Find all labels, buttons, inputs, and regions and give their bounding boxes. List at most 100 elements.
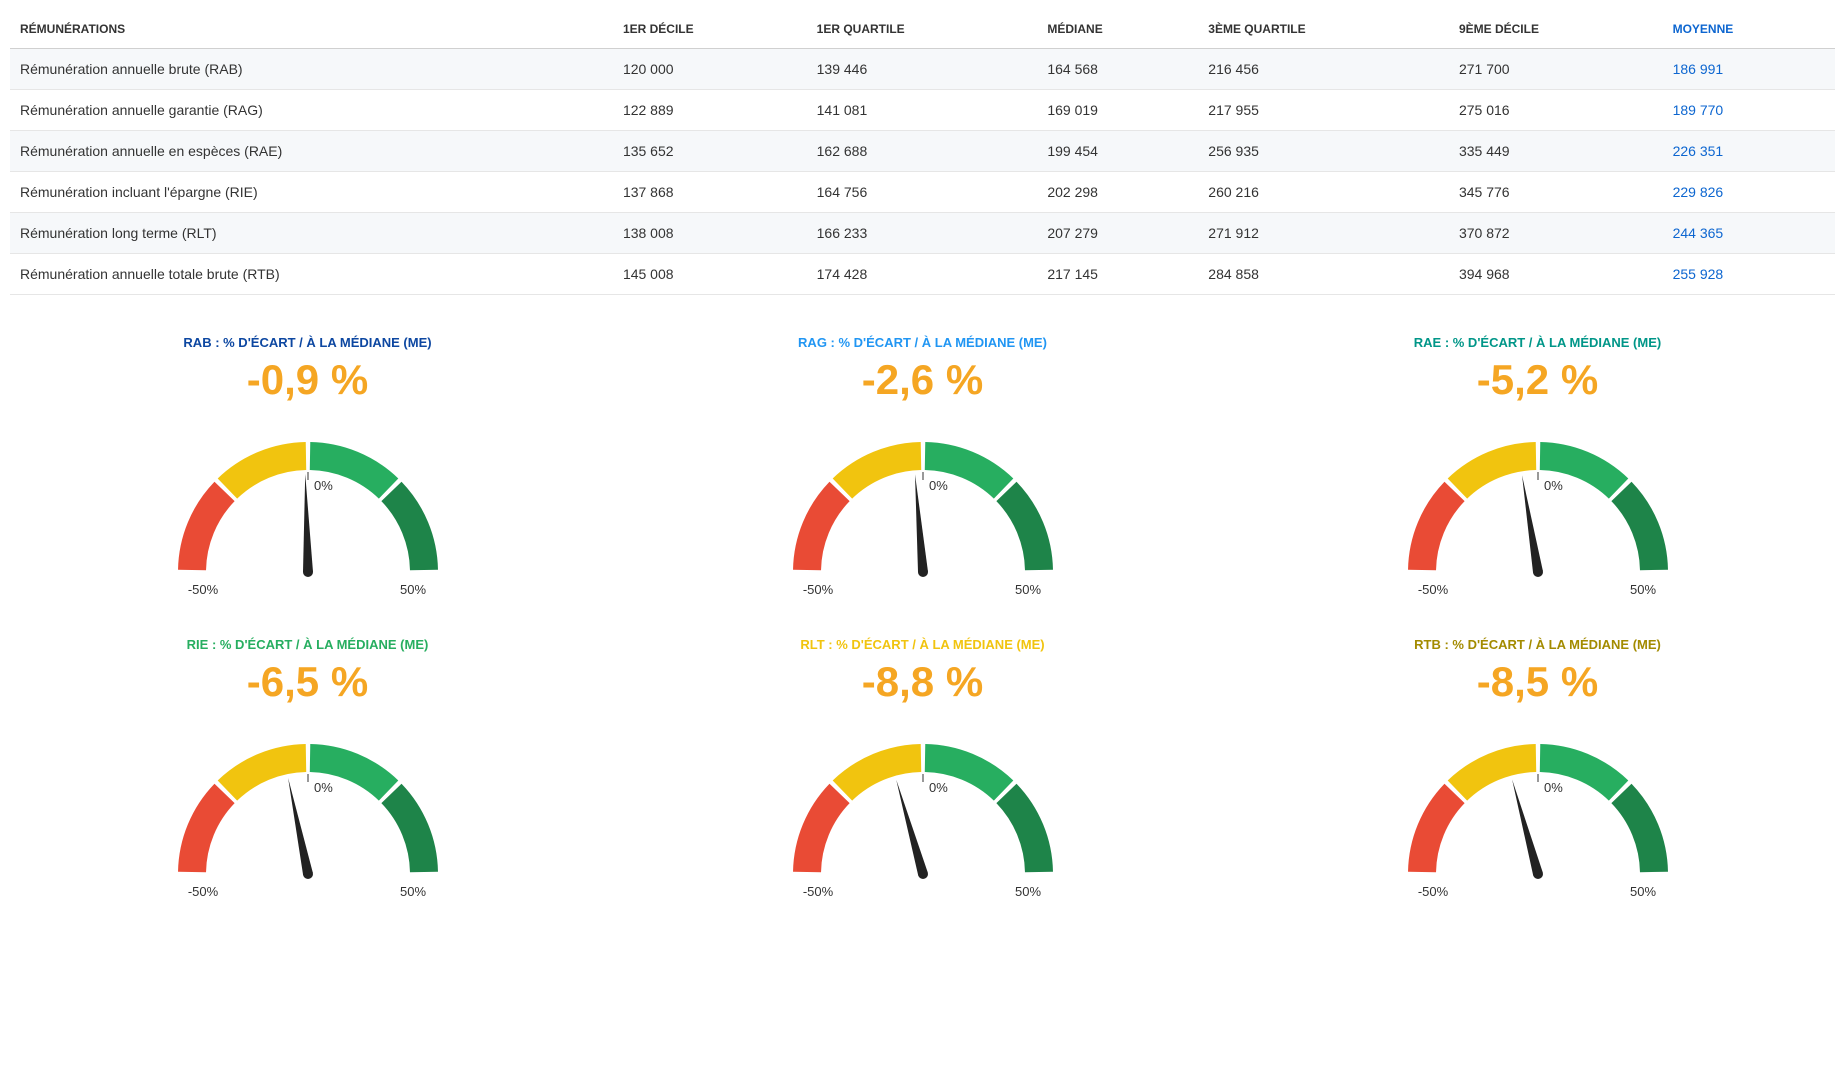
row-value: 138 008 bbox=[613, 213, 807, 254]
row-value: 217 145 bbox=[1037, 254, 1198, 295]
gauge-title: RIE : % D'ÉCART / À LA MÉDIANE (ME) bbox=[10, 637, 605, 652]
gauge-tick-center: 0% bbox=[929, 478, 948, 493]
gauge-value: -8,8 % bbox=[625, 658, 1220, 706]
gauge-segment bbox=[217, 744, 306, 801]
row-value: 164 756 bbox=[807, 172, 1038, 213]
row-value: 120 000 bbox=[613, 49, 807, 90]
remuneration-table: RÉMUNÉRATIONS 1ER DÉCILE 1ER QUARTILE MÉ… bbox=[10, 10, 1835, 295]
col-mediane: MÉDIANE bbox=[1037, 10, 1198, 49]
gauge-segment bbox=[1447, 744, 1536, 801]
gauge-chart: -50% 0% 50% bbox=[1373, 714, 1703, 904]
gauge-value: -5,2 % bbox=[1240, 356, 1835, 404]
row-value: 244 365 bbox=[1663, 213, 1835, 254]
gauge-tick-right: 50% bbox=[1014, 884, 1040, 899]
gauge-tick-right: 50% bbox=[1014, 582, 1040, 597]
gauge-tick-left: -50% bbox=[1417, 884, 1448, 899]
row-value: 186 991 bbox=[1663, 49, 1835, 90]
gauge-segment bbox=[832, 744, 921, 801]
table-row: Rémunération annuelle garantie (RAG)122 … bbox=[10, 90, 1835, 131]
gauge-tick-left: -50% bbox=[187, 884, 218, 899]
gauge-chart: -50%0%50% bbox=[1373, 412, 1703, 602]
gauge-segment bbox=[793, 784, 850, 873]
gauge-needle bbox=[896, 780, 928, 876]
gauge-value: -8,5 % bbox=[1240, 658, 1835, 706]
gauge-chart: -50%0%50% bbox=[143, 412, 473, 602]
row-label: Rémunération annuelle en espèces (RAE) bbox=[10, 131, 613, 172]
row-value: 189 770 bbox=[1663, 90, 1835, 131]
table-row: Rémunération incluant l'épargne (RIE)137… bbox=[10, 172, 1835, 213]
row-value: 271 700 bbox=[1449, 49, 1663, 90]
gauge-segment bbox=[1408, 482, 1465, 571]
row-value: 335 449 bbox=[1449, 131, 1663, 172]
gauge-tick-center: 0% bbox=[1544, 780, 1563, 795]
gauge-needle bbox=[1522, 475, 1543, 573]
row-value: 199 454 bbox=[1037, 131, 1198, 172]
gauge-segment bbox=[1611, 482, 1668, 571]
gauge-title: RAB : % D'ÉCART / À LA MÉDIANE (ME) bbox=[10, 335, 605, 350]
row-value: 394 968 bbox=[1449, 254, 1663, 295]
row-value: 145 008 bbox=[613, 254, 807, 295]
row-label: Rémunération long terme (RLT) bbox=[10, 213, 613, 254]
gauge-tick-center: 0% bbox=[314, 478, 333, 493]
row-value: 162 688 bbox=[807, 131, 1038, 172]
row-label: Rémunération annuelle brute (RAB) bbox=[10, 49, 613, 90]
gauge-tick-center: 0% bbox=[1544, 478, 1563, 493]
row-value: 275 016 bbox=[1449, 90, 1663, 131]
col-9eme-decile: 9ÈME DÉCILE bbox=[1449, 10, 1663, 49]
table-row: Rémunération annuelle totale brute (RTB)… bbox=[10, 254, 1835, 295]
gauge-segment bbox=[1611, 784, 1668, 873]
table-row: Rémunération annuelle en espèces (RAE)13… bbox=[10, 131, 1835, 172]
gauge-tick-center: 0% bbox=[929, 780, 948, 795]
gauge-rae: RAE : % D'ÉCART / À LA MÉDIANE (ME) -5,2 … bbox=[1240, 335, 1835, 607]
row-value: 137 868 bbox=[613, 172, 807, 213]
col-1er-quartile: 1ER QUARTILE bbox=[807, 10, 1038, 49]
gauges-grid: RAB : % D'ÉCART / À LA MÉDIANE (ME) -0,9 … bbox=[10, 335, 1835, 909]
col-remunerations: RÉMUNÉRATIONS bbox=[10, 10, 613, 49]
gauge-rlt: RLT : % D'ÉCART / À LA MÉDIANE (ME) -8,8 … bbox=[625, 637, 1220, 909]
row-value: 141 081 bbox=[807, 90, 1038, 131]
row-value: 166 233 bbox=[807, 213, 1038, 254]
gauge-segment bbox=[381, 482, 438, 571]
gauge-tick-right: 50% bbox=[399, 582, 425, 597]
row-value: 135 652 bbox=[613, 131, 807, 172]
gauge-segment bbox=[217, 442, 306, 499]
table-row: Rémunération long terme (RLT)138 008166 … bbox=[10, 213, 1835, 254]
row-value: 345 776 bbox=[1449, 172, 1663, 213]
gauge-needle bbox=[915, 474, 928, 572]
row-value: 256 935 bbox=[1198, 131, 1449, 172]
row-label: Rémunération annuelle totale brute (RTB) bbox=[10, 254, 613, 295]
gauge-segment bbox=[1447, 442, 1536, 499]
row-label: Rémunération annuelle garantie (RAG) bbox=[10, 90, 613, 131]
row-value: 255 928 bbox=[1663, 254, 1835, 295]
row-value: 226 351 bbox=[1663, 131, 1835, 172]
table-header-row: RÉMUNÉRATIONS 1ER DÉCILE 1ER QUARTILE MÉ… bbox=[10, 10, 1835, 49]
gauge-value: -2,6 % bbox=[625, 356, 1220, 404]
row-value: 370 872 bbox=[1449, 213, 1663, 254]
gauge-tick-left: -50% bbox=[802, 582, 833, 597]
gauge-hub bbox=[303, 567, 313, 577]
gauge-hub bbox=[1533, 869, 1543, 879]
gauge-title: RAG : % D'ÉCART / À LA MÉDIANE (ME) bbox=[625, 335, 1220, 350]
row-value: 284 858 bbox=[1198, 254, 1449, 295]
row-value: 122 889 bbox=[613, 90, 807, 131]
gauge-segment bbox=[1408, 784, 1465, 873]
row-value: 207 279 bbox=[1037, 213, 1198, 254]
gauge-needle bbox=[303, 474, 313, 572]
gauge-tick-left: -50% bbox=[802, 884, 833, 899]
gauge-segment bbox=[178, 482, 235, 571]
gauge-chart: -50%0%50% bbox=[143, 714, 473, 904]
row-value: 271 912 bbox=[1198, 213, 1449, 254]
row-value: 202 298 bbox=[1037, 172, 1198, 213]
gauge-segment bbox=[832, 442, 921, 499]
gauge-title: RAE : % D'ÉCART / À LA MÉDIANE (ME) bbox=[1240, 335, 1835, 350]
col-moyenne: MOYENNE bbox=[1663, 10, 1835, 49]
gauge-rab: RAB : % D'ÉCART / À LA MÉDIANE (ME) -0,9 … bbox=[10, 335, 605, 607]
gauge-segment bbox=[996, 482, 1053, 571]
gauge-segment bbox=[793, 482, 850, 571]
gauge-hub bbox=[303, 869, 313, 879]
gauge-title: RLT : % D'ÉCART / À LA MÉDIANE (ME) bbox=[625, 637, 1220, 652]
gauge-value: -6,5 % bbox=[10, 658, 605, 706]
gauge-value: -0,9 % bbox=[10, 356, 605, 404]
gauge-rie: RIE : % D'ÉCART / À LA MÉDIANE (ME) -6,5 … bbox=[10, 637, 605, 909]
gauge-tick-right: 50% bbox=[1629, 884, 1655, 899]
